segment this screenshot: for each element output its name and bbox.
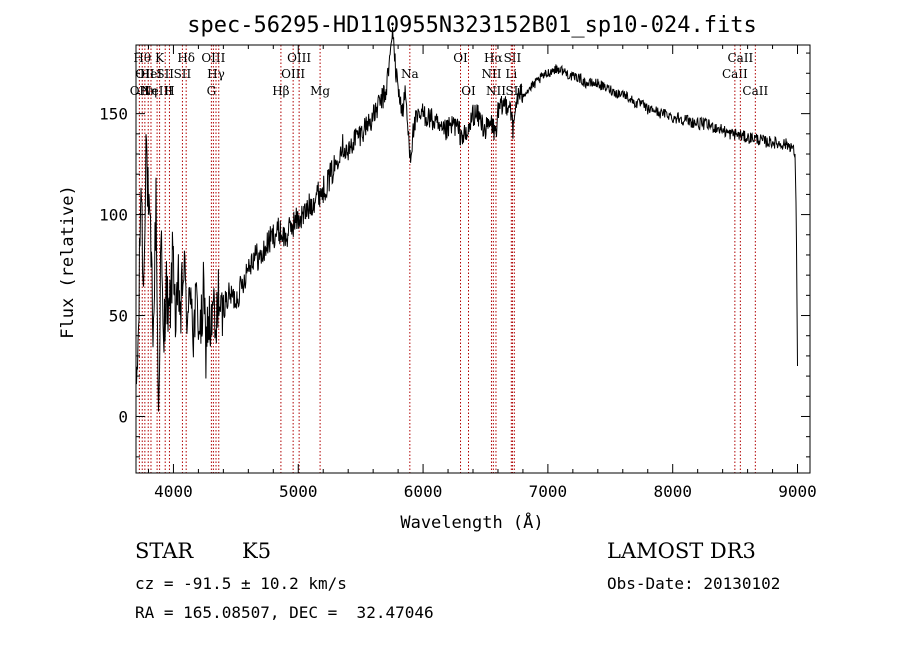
x-axis: 4000 5000 6000 7000 8000 9000 — [147, 45, 817, 501]
line-marker-label: Hβ — [272, 84, 289, 98]
line-marker-label: Li — [505, 67, 517, 81]
line-marker-label: CaII — [722, 67, 748, 81]
line-marker-label: OIII — [201, 51, 225, 65]
spectrum-series — [135, 26, 798, 412]
x-tick-label: 9000 — [778, 482, 817, 501]
line-marker-label: Mg — [310, 84, 330, 98]
chart-title: spec-56295-HD110955N323152B01_sp10-024.f… — [187, 13, 757, 38]
y-axis: 0 50 100 150 — [99, 52, 810, 458]
line-marker-label: OIII — [287, 51, 311, 65]
line-marker-label: OI — [461, 84, 476, 98]
star-class: STAR — [135, 539, 194, 563]
x-tick-label: 8000 — [653, 482, 692, 501]
line-marker-label: Hα — [484, 51, 503, 65]
y-tick-label: 100 — [99, 206, 128, 225]
line-marker-label: SII — [156, 67, 174, 81]
line-marker-label: OI — [453, 51, 468, 65]
line-marker-label: OII — [135, 67, 155, 81]
line-marker-label: OIII — [281, 67, 305, 81]
x-tick-label: 6000 — [404, 482, 443, 501]
x-axis-label: Wavelength (Å) — [400, 511, 543, 533]
line-marker-label: Hγ — [207, 67, 225, 81]
line-marker-label: SII — [174, 67, 192, 81]
line-marker-label: CaII — [727, 51, 753, 65]
line-marker-label: SII — [504, 51, 522, 65]
y-tick-label: 0 — [118, 407, 128, 426]
line-marker-label: Hδ — [177, 51, 195, 65]
line-marker-label: Hθ — [133, 51, 151, 65]
line-markers: OIIHθOIIHηHeINeIIIKSIIHSIIHδGOIIIHγHβOII… — [130, 45, 768, 473]
observation-date: Obs-Date: 20130102 — [607, 574, 781, 593]
coordinates-readout: RA = 165.08507, DEC = 32.47046 — [135, 603, 434, 622]
x-tick-label: 4000 — [154, 482, 193, 501]
x-tick-label: 5000 — [279, 482, 318, 501]
line-marker-label: Na — [401, 67, 419, 81]
y-axis-label: Flux (relative) — [58, 185, 78, 339]
survey-name: LAMOST DR3 — [607, 539, 756, 563]
star-subclass: K5 — [242, 539, 272, 563]
line-marker-label: NII — [486, 84, 506, 98]
line-marker-label: Hη — [139, 84, 157, 98]
line-marker-label: H — [164, 84, 174, 98]
line-marker-label: NII — [481, 67, 501, 81]
x-tick-label: 7000 — [529, 482, 568, 501]
line-marker-label: K — [155, 51, 165, 65]
y-tick-label: 50 — [109, 307, 128, 326]
line-marker-label: G — [207, 84, 217, 98]
velocity-readout: cz = -91.5 ± 10.2 km/s — [135, 574, 347, 593]
y-tick-label: 150 — [99, 105, 128, 124]
spectrum-line — [135, 26, 798, 412]
line-marker-label: CaII — [742, 84, 768, 98]
